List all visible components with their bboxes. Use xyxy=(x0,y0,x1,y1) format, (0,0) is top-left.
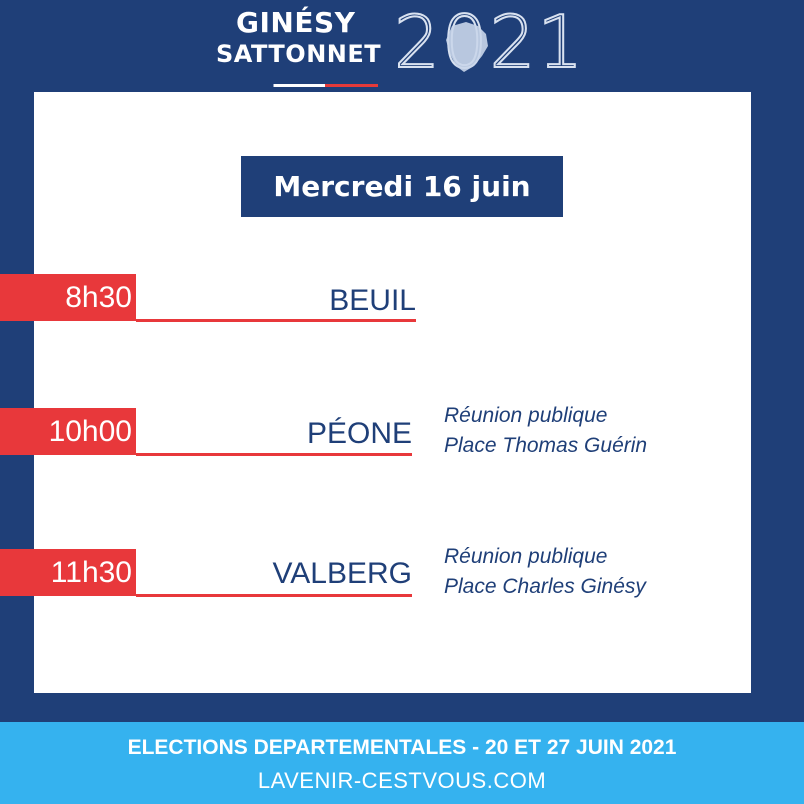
time-tag-3: 11h30 xyxy=(0,549,136,596)
event-type-3: Réunion publique xyxy=(444,545,608,568)
year-logo: 2021 xyxy=(393,0,586,84)
row-line-3 xyxy=(136,594,412,597)
place-2: PÉONE xyxy=(306,417,412,450)
place-1: BEUIL xyxy=(329,284,416,317)
map-silhouette-icon xyxy=(446,22,488,72)
footer: ELECTIONS DEPARTEMENTALES - 20 ET 27 JUI… xyxy=(0,722,804,804)
event-location-2: Place Thomas Guérin xyxy=(444,434,648,457)
website-url: LAVENIR-CESTVOUS.COM xyxy=(257,768,547,793)
event-type-2: Réunion publique xyxy=(444,404,608,427)
time-tag-1: 8h30 xyxy=(0,274,136,321)
place-3: VALBERG xyxy=(272,557,413,590)
row-line-1 xyxy=(136,319,416,322)
event-location-3: Place Charles Ginésy xyxy=(444,575,646,598)
election-dates: ELECTIONS DEPARTEMENTALES - 20 ET 27 JUI… xyxy=(127,736,677,759)
candidate-name-1: GINÉSY xyxy=(236,6,356,39)
event-desc-3: Réunion publique Place Charles Ginésy xyxy=(444,542,646,602)
event-desc-2: Réunion publique Place Thomas Guérin xyxy=(444,401,647,461)
time-tag-2: 10h00 xyxy=(0,408,136,455)
tricolor-underline xyxy=(222,84,378,87)
candidate-name-2: SATTONNET xyxy=(216,40,382,68)
header: GINÉSY SATTONNET 2021 xyxy=(0,0,804,92)
row-line-2 xyxy=(136,453,412,456)
date-banner: Mercredi 16 juin xyxy=(241,156,563,217)
